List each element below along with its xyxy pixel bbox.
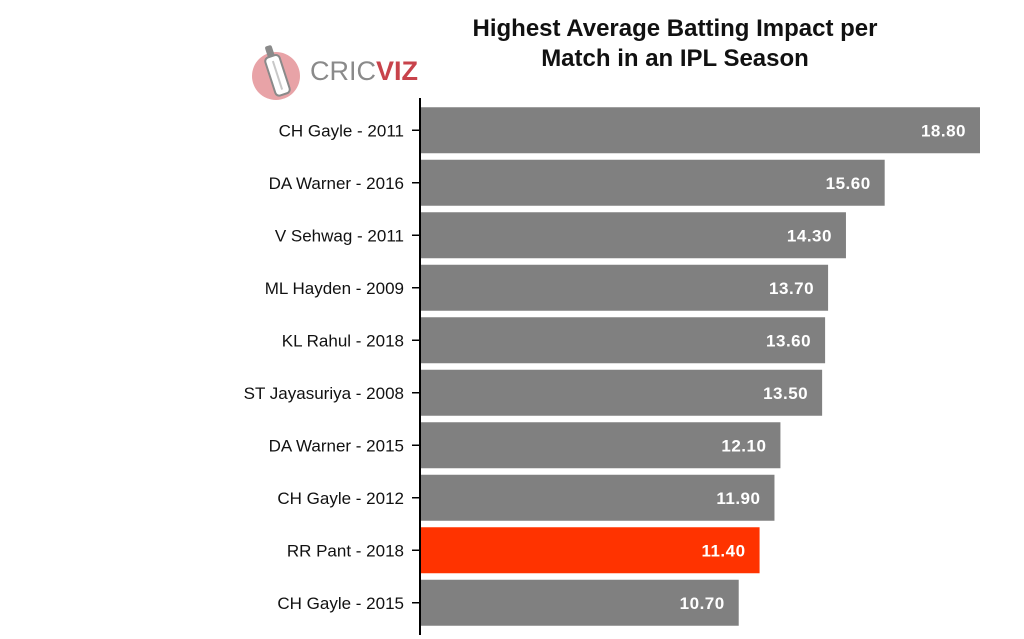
bar-value-label-0: 18.80 bbox=[921, 121, 966, 140]
logo-wordmark: CRICVIZ bbox=[310, 56, 418, 87]
y-tick-label-4: KL Rahul - 2018 bbox=[282, 331, 404, 350]
bar-value-label-5: 13.50 bbox=[763, 384, 808, 403]
bar-1 bbox=[420, 159, 885, 206]
bar-0 bbox=[420, 107, 980, 154]
bar-value-label-3: 13.70 bbox=[769, 279, 814, 298]
logo-text-cric: CRIC bbox=[310, 56, 376, 86]
y-tick-label-5: ST Jayasuriya - 2008 bbox=[244, 384, 404, 403]
chart-title-line-1: Highest Average Batting Impact per bbox=[472, 15, 878, 42]
bar-value-label-1: 15.60 bbox=[826, 174, 871, 193]
bar-5 bbox=[420, 369, 823, 416]
y-tick-label-2: V Sehwag - 2011 bbox=[275, 226, 404, 245]
logo-text-viz: VIZ bbox=[376, 56, 419, 86]
y-tick-label-0: CH Gayle - 2011 bbox=[279, 121, 404, 140]
y-tick-label-8: RR Pant - 2018 bbox=[287, 541, 404, 560]
bar-value-label-6: 12.10 bbox=[721, 436, 766, 455]
y-tick-label-3: ML Hayden - 2009 bbox=[265, 279, 404, 298]
cricket-bat-logo-icon bbox=[252, 45, 300, 100]
cricviz-logo: CRICVIZ bbox=[252, 42, 442, 104]
bar-7 bbox=[420, 474, 775, 521]
y-tick-label-9: CH Gayle - 2015 bbox=[277, 594, 404, 613]
bar-2 bbox=[420, 212, 846, 259]
bar-3 bbox=[420, 264, 829, 311]
y-tick-label-6: DA Warner - 2015 bbox=[269, 436, 404, 455]
bar-value-label-2: 14.30 bbox=[787, 226, 832, 245]
bar-6 bbox=[420, 422, 781, 469]
bar-value-label-8: 11.40 bbox=[701, 541, 745, 560]
bar-value-label-4: 13.60 bbox=[766, 331, 811, 350]
y-tick-label-1: DA Warner - 2016 bbox=[269, 174, 404, 193]
bar-4 bbox=[420, 317, 826, 364]
bar-9 bbox=[420, 579, 739, 626]
bar-8 bbox=[420, 527, 760, 574]
y-tick-label-7: CH Gayle - 2012 bbox=[277, 489, 404, 508]
chart-title-line-2: Match in an IPL Season bbox=[541, 45, 809, 72]
bar-value-label-7: 11.90 bbox=[716, 489, 760, 508]
bar-value-label-9: 10.70 bbox=[680, 594, 725, 613]
chart-title: Highest Average Batting Impact per Match… bbox=[380, 14, 970, 74]
